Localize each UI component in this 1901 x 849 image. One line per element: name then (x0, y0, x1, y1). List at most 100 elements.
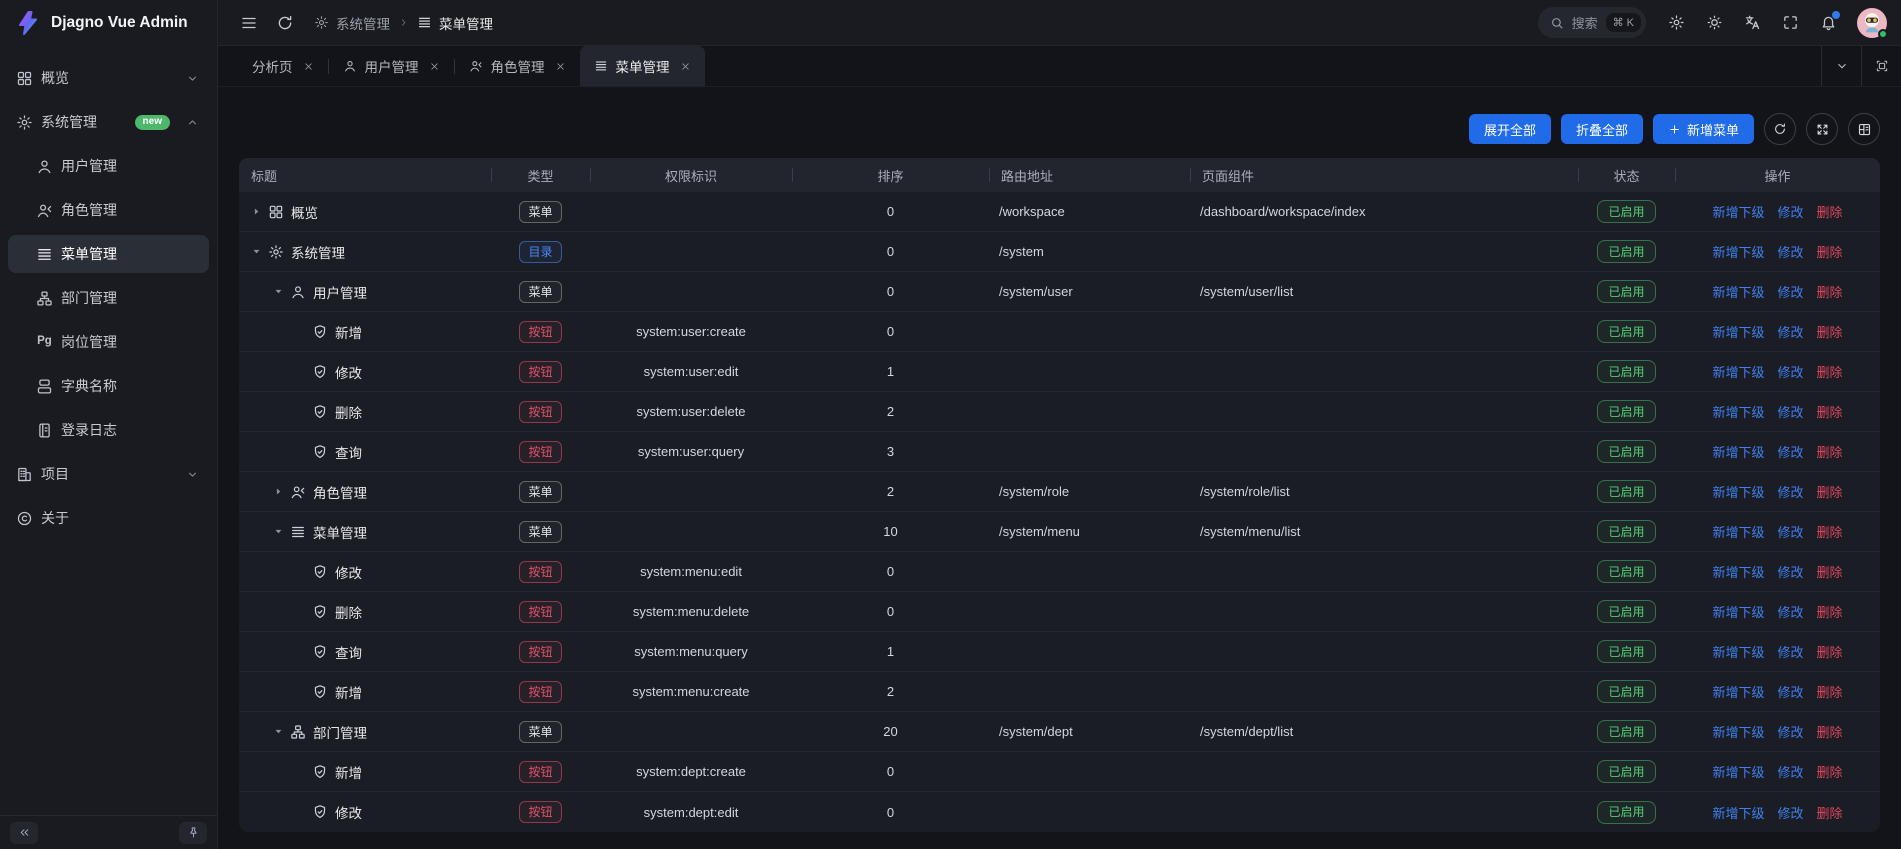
avatar[interactable] (1857, 7, 1888, 39)
action-delete-link[interactable]: 删除 (1816, 245, 1843, 260)
sidebar-item-post[interactable]: Pg 岗位管理 (8, 323, 209, 361)
page-refresh-button[interactable] (276, 14, 294, 32)
tab-close-icon[interactable] (555, 61, 566, 72)
table-row[interactable]: 删除 按钮 system:user:delete 2 已启用 新增下级 修改 删除 (239, 392, 1880, 432)
table-row[interactable]: 部门管理 菜单 20/system/dept/system/dept/list 已启用… (239, 712, 1880, 752)
action-delete-link[interactable]: 删除 (1816, 605, 1843, 620)
tab-list-dropdown-button[interactable] (1821, 46, 1861, 86)
theme-toggle-button[interactable] (1706, 14, 1723, 31)
table-row[interactable]: 修改 按钮 system:user:edit 1 已启用 新增下级 修改 删除 (239, 352, 1880, 392)
tab-close-icon[interactable] (680, 61, 691, 72)
action-edit-link[interactable]: 修改 (1777, 805, 1804, 821)
tree-toggle-icon[interactable] (273, 526, 284, 537)
sidebar-item-dept[interactable]: 部门管理 (8, 279, 209, 317)
table-row[interactable]: 查询 按钮 system:menu:query 1 已启用 新增下级 修改 删除 (239, 632, 1880, 672)
action-edit-link[interactable]: 修改 (1777, 645, 1804, 660)
action-add-child-link[interactable]: 新增下级 (1712, 685, 1765, 700)
table-row[interactable]: 角色管理 菜单 2/system/role/system/role/list 已启用新… (239, 472, 1880, 512)
table-row[interactable]: 修改 按钮 system:menu:edit 0 已启用 新增下级 修改 删除 (239, 552, 1880, 592)
action-edit-link[interactable]: 修改 (1777, 485, 1804, 500)
tab-menu[interactable]: 菜单管理 (579, 46, 705, 86)
action-add-child-link[interactable]: 新增下级 (1712, 605, 1765, 620)
add-menu-button[interactable]: 新增菜单 (1652, 114, 1754, 144)
action-edit-link[interactable]: 修改 (1777, 725, 1804, 740)
table-row[interactable]: 系统管理 目录 0/system 已启用 新增下级 修改 删除 (239, 232, 1880, 272)
action-add-child-link[interactable]: 新增下级 (1712, 805, 1765, 821)
action-add-child-link[interactable]: 新增下级 (1712, 205, 1765, 220)
tab-analysis[interactable]: 分析页 (238, 46, 328, 86)
tab-role[interactable]: 角色管理 (455, 46, 580, 86)
language-button[interactable] (1744, 14, 1761, 31)
sidebar-toggle-button[interactable] (240, 14, 258, 32)
table-fullscreen-button[interactable] (1806, 113, 1838, 145)
notifications-button[interactable] (1820, 11, 1840, 31)
table-row[interactable]: 新增 按钮 system:user:create 0 已启用 新增下级 修改 删除 (239, 312, 1880, 352)
table-row[interactable]: 新增 按钮 system:menu:create 2 已启用 新增下级 修改 删除 (239, 672, 1880, 712)
action-add-child-link[interactable]: 新增下级 (1712, 565, 1765, 580)
action-delete-link[interactable]: 删除 (1816, 205, 1843, 220)
action-edit-link[interactable]: 修改 (1777, 525, 1804, 540)
tab-user[interactable]: 用户管理 (329, 46, 454, 86)
action-delete-link[interactable]: 删除 (1816, 285, 1843, 300)
tree-toggle-icon[interactable] (273, 726, 284, 737)
action-add-child-link[interactable]: 新增下级 (1712, 285, 1765, 300)
action-add-child-link[interactable]: 新增下级 (1712, 365, 1765, 380)
action-add-child-link[interactable]: 新增下级 (1712, 245, 1765, 260)
action-delete-link[interactable]: 删除 (1816, 325, 1843, 340)
table-row[interactable]: 查询 按钮 system:user:query 3 已启用 新增下级 修改 删除 (239, 432, 1880, 472)
action-delete-link[interactable]: 删除 (1816, 405, 1843, 420)
action-add-child-link[interactable]: 新增下级 (1712, 645, 1765, 660)
tab-close-icon[interactable] (429, 61, 440, 72)
action-edit-link[interactable]: 修改 (1777, 245, 1804, 260)
breadcrumb-item-menu[interactable]: 菜单管理 (417, 13, 493, 33)
action-edit-link[interactable]: 修改 (1777, 605, 1804, 620)
action-delete-link[interactable]: 删除 (1816, 445, 1843, 460)
fullscreen-button[interactable] (1782, 14, 1799, 31)
collapse-all-button[interactable]: 折叠全部 (1560, 114, 1643, 144)
sidebar-item-system[interactable]: 系统管理 new (8, 103, 209, 141)
table-row[interactable]: 用户管理 菜单 0/system/user/system/user/list 已启用新… (239, 272, 1880, 312)
action-delete-link[interactable]: 删除 (1816, 685, 1843, 700)
table-row[interactable]: 修改 按钮 system:dept:edit 0 已启用 新增下级 修改 删除 (239, 792, 1880, 832)
action-edit-link[interactable]: 修改 (1777, 765, 1804, 780)
action-add-child-link[interactable]: 新增下级 (1712, 325, 1765, 340)
action-add-child-link[interactable]: 新增下级 (1712, 765, 1765, 780)
action-add-child-link[interactable]: 新增下级 (1712, 485, 1765, 500)
action-add-child-link[interactable]: 新增下级 (1712, 525, 1765, 540)
sidebar-item-user[interactable]: 用户管理 (8, 147, 209, 185)
settings-button[interactable] (1668, 14, 1685, 31)
tree-toggle-icon[interactable] (273, 286, 284, 297)
expand-all-button[interactable]: 展开全部 (1468, 114, 1551, 144)
sidebar-pin-button[interactable] (179, 821, 207, 844)
table-row[interactable]: 概览 菜单 0/workspace/dashboard/workspace/inde… (239, 192, 1880, 232)
action-add-child-link[interactable]: 新增下级 (1712, 725, 1765, 740)
table-row[interactable]: 删除 按钮 system:menu:delete 0 已启用 新增下级 修改 删除 (239, 592, 1880, 632)
action-delete-link[interactable]: 删除 (1816, 765, 1843, 780)
sidebar-collapse-button[interactable] (10, 821, 38, 844)
action-delete-link[interactable]: 删除 (1816, 525, 1843, 540)
action-edit-link[interactable]: 修改 (1777, 685, 1804, 700)
sidebar-item-overview[interactable]: 概览 (8, 59, 209, 97)
action-delete-link[interactable]: 删除 (1816, 645, 1843, 660)
sidebar-item-menu[interactable]: 菜单管理 (8, 235, 209, 273)
table-row[interactable]: 新增 按钮 system:dept:create 0 已启用 新增下级 修改 删除 (239, 752, 1880, 792)
action-edit-link[interactable]: 修改 (1777, 445, 1804, 460)
logo[interactable]: Djagno Vue Admin (0, 0, 217, 46)
action-delete-link[interactable]: 删除 (1816, 565, 1843, 580)
action-edit-link[interactable]: 修改 (1777, 405, 1804, 420)
action-delete-link[interactable]: 删除 (1816, 485, 1843, 500)
action-delete-link[interactable]: 删除 (1816, 725, 1843, 740)
sidebar-item-about[interactable]: 关于 (8, 499, 209, 537)
tree-toggle-icon[interactable] (273, 486, 284, 497)
table-columns-button[interactable] (1848, 113, 1880, 145)
action-delete-link[interactable]: 删除 (1816, 365, 1843, 380)
action-edit-link[interactable]: 修改 (1777, 325, 1804, 340)
action-add-child-link[interactable]: 新增下级 (1712, 405, 1765, 420)
tree-toggle-icon[interactable] (251, 246, 262, 257)
tab-close-icon[interactable] (303, 61, 314, 72)
sidebar-item-project[interactable]: 项目 (8, 455, 209, 493)
sidebar-item-dict[interactable]: 字典名称 (8, 367, 209, 405)
tab-maximize-button[interactable] (1861, 46, 1901, 86)
table-refresh-button[interactable] (1764, 113, 1796, 145)
action-add-child-link[interactable]: 新增下级 (1712, 445, 1765, 460)
